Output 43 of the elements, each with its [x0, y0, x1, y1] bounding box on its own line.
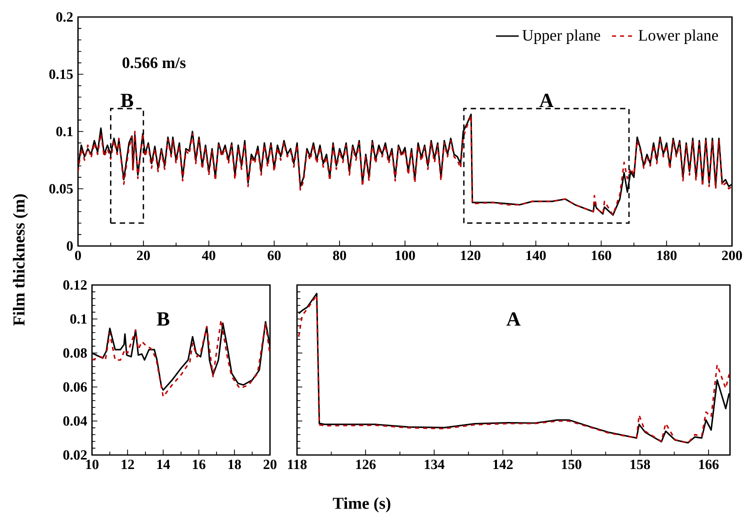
- x-tick-label: 18: [228, 460, 241, 470]
- x-tick-label: 200: [722, 250, 742, 260]
- x-tick-label: 80: [333, 250, 346, 260]
- y-tick-label: 0.1: [70, 314, 87, 324]
- x-tick-label: 20: [264, 460, 276, 470]
- x-tick-label: 16: [192, 460, 206, 470]
- annotation: 0.566 m/s: [122, 57, 186, 68]
- x-tick-label: 160: [592, 250, 612, 260]
- y-axis-title: Film thickness (m): [12, 194, 28, 326]
- y-tick-label: 0.06: [63, 382, 87, 392]
- x-tick-label: 10: [86, 460, 98, 470]
- y-tick-label: 0.05: [49, 184, 73, 194]
- y-tick-label: 0.08: [63, 348, 87, 358]
- y-tick-label: 0.2: [56, 12, 73, 22]
- legend-label: Lower plane: [638, 29, 718, 44]
- x-tick-label: 118: [288, 460, 307, 470]
- x-tick-label: 40: [202, 250, 216, 260]
- y-tick-label: 0.02: [63, 450, 87, 460]
- x-tick-label: 120: [461, 250, 480, 260]
- annotation: A: [539, 94, 554, 108]
- x-tick-label: 60: [268, 250, 281, 260]
- x-tick-label: 142: [493, 460, 513, 469]
- y-tick-label: 0.12: [63, 280, 87, 290]
- y-tick-label: 0: [66, 241, 73, 251]
- annotation: B: [156, 312, 170, 326]
- y-tick-label: 0.15: [49, 70, 73, 79]
- x-tick-label: 158: [630, 460, 650, 470]
- x-tick-label: 180: [657, 250, 677, 260]
- annotation: B: [120, 94, 134, 108]
- y-tick-label: 0.04: [63, 416, 88, 426]
- x-tick-label: 166: [699, 460, 719, 470]
- x-tick-label: 140: [526, 250, 546, 260]
- x-axis-title: Time (s): [332, 497, 390, 512]
- annotation: A: [506, 312, 521, 326]
- x-tick-label: 12: [122, 460, 134, 469]
- legend-label: Upper plane: [522, 29, 600, 44]
- x-tick-label: 14: [157, 460, 170, 469]
- x-tick-label: 126: [356, 460, 376, 470]
- x-tick-label: 150: [562, 460, 582, 470]
- x-tick-label: 134: [424, 460, 444, 470]
- y-tick-label: 0.1: [56, 126, 73, 136]
- x-tick-label: 100: [396, 250, 415, 260]
- x-tick-label: 20: [136, 250, 150, 260]
